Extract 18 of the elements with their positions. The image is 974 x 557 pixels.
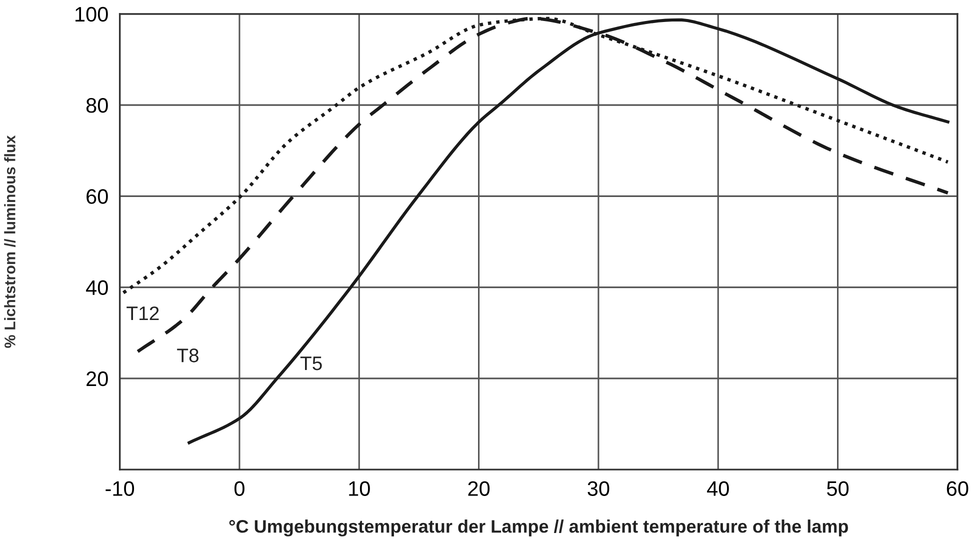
series-label: T5	[300, 356, 322, 370]
y-tick-label: 100	[76, 6, 108, 22]
x-tick-label: -10	[106, 481, 134, 496]
y-axis-title: % Lichtstrom // luminous flux	[4, 135, 16, 348]
x-tick-label: 20	[468, 481, 490, 496]
x-tick-label: 40	[707, 481, 729, 496]
y-tick-label: 60	[86, 189, 108, 204]
y-tick-label: 80	[86, 98, 108, 113]
x-axis-title: °C Umgebungstemperatur der Lampe // ambient temperature of the lamp	[229, 520, 848, 536]
x-tick-label: 50	[827, 481, 849, 496]
y-tick-label: 20	[86, 371, 108, 386]
x-tick-label: 10	[349, 481, 370, 496]
series-label: T12	[126, 306, 159, 320]
series-label: T8	[177, 348, 198, 362]
x-tick-label: 0	[234, 481, 244, 496]
y-tick-label: 40	[86, 280, 108, 296]
x-tick-label: 60	[946, 481, 968, 496]
x-tick-label: 30	[588, 481, 610, 496]
